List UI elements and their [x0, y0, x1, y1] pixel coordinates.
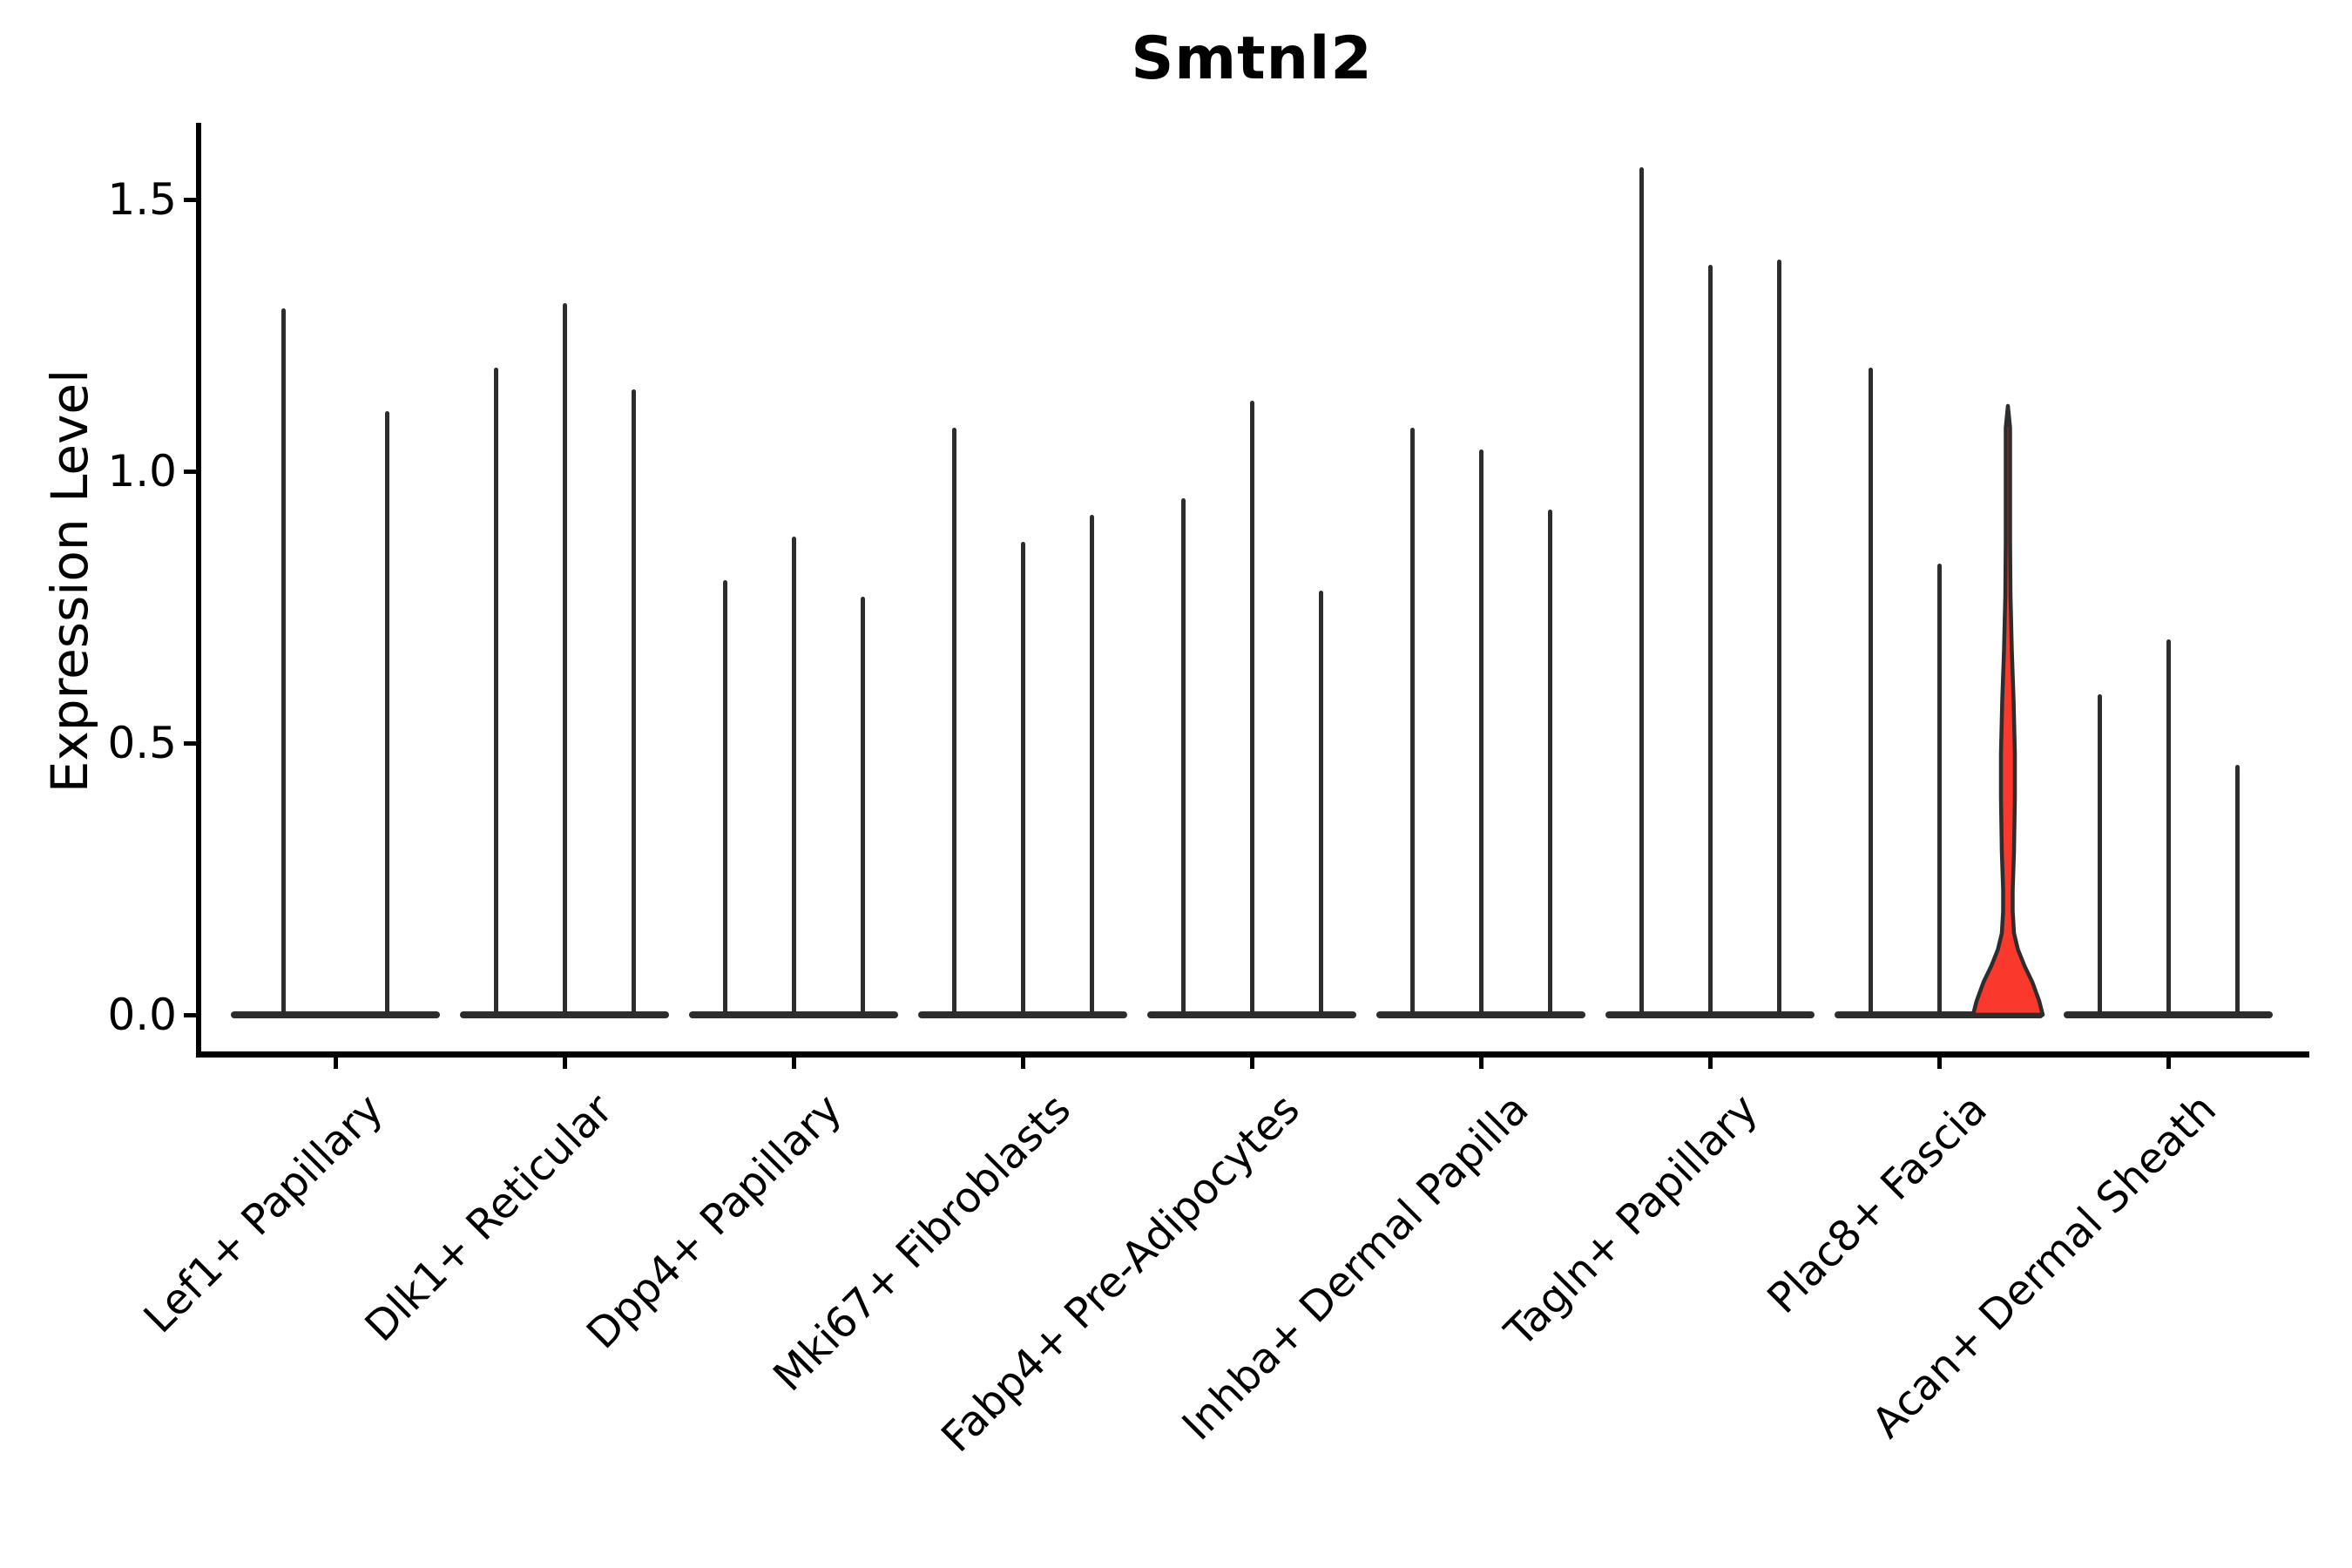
violin-base: [1605, 1011, 1815, 1018]
violin-spike: [1868, 368, 1873, 1013]
x-tick-label: Dlk1+ Reticular: [355, 1085, 622, 1351]
x-axis-spine: [196, 1051, 2309, 1058]
x-tick: [333, 1055, 338, 1069]
violin-base: [1835, 1011, 2044, 1018]
x-tick: [562, 1055, 567, 1069]
violin-base: [1376, 1011, 1585, 1018]
violin-spike: [2234, 764, 2240, 1013]
violin-spike: [1547, 509, 1552, 1013]
x-tick-label: Tagln+ Papillary: [1496, 1085, 1767, 1356]
x-tick-label: Dpp4+ Papillary: [577, 1085, 851, 1359]
y-tick: [184, 740, 196, 746]
violin-spike: [1776, 259, 1781, 1013]
x-tick: [1020, 1055, 1025, 1069]
violin-spike: [1409, 428, 1415, 1013]
violin-spike: [1707, 264, 1713, 1013]
violin-spike: [1089, 514, 1094, 1013]
violin-spike: [951, 428, 956, 1013]
x-tick: [1707, 1055, 1713, 1069]
x-tick: [1249, 1055, 1254, 1069]
violin-spike: [1020, 542, 1025, 1013]
violin-base: [689, 1011, 898, 1018]
y-tick-label: 0.0: [107, 990, 177, 1040]
violin-spike: [1249, 400, 1254, 1013]
violin-spike: [860, 596, 865, 1013]
violin-spike: [2166, 639, 2171, 1013]
x-tick: [1478, 1055, 1484, 1069]
violin-spike: [493, 368, 498, 1013]
violin-spike: [385, 411, 389, 1013]
violin-spike: [2097, 693, 2102, 1013]
violin-spike: [562, 302, 567, 1013]
y-tick-label: 1.0: [107, 446, 177, 497]
violin-base: [460, 1011, 669, 1018]
x-tick: [2166, 1055, 2171, 1069]
violin-spike: [1936, 564, 1942, 1013]
violin-base: [918, 1011, 1127, 1018]
y-axis-spine: [196, 123, 201, 1058]
violin-base: [231, 1011, 440, 1018]
violin-spike: [791, 536, 796, 1013]
y-tick-label: 1.5: [107, 174, 177, 225]
x-tick-label: Plac8+ Fascia: [1758, 1085, 1997, 1323]
y-tick-label: 0.5: [107, 718, 177, 768]
violin-spike: [722, 579, 727, 1013]
violin-spike: [281, 308, 286, 1013]
y-tick: [184, 197, 196, 202]
x-tick-label: Lef1+ Papillary: [134, 1085, 393, 1343]
violin-spike: [1478, 449, 1484, 1013]
violin-highlighted: [1970, 403, 2045, 1017]
x-tick: [1936, 1055, 1942, 1069]
y-tick: [184, 469, 196, 474]
plot-title: Smtnl2: [1131, 24, 1373, 93]
violin-spike: [631, 389, 636, 1013]
violin-base: [1147, 1011, 1356, 1018]
violin-spike: [1639, 166, 1644, 1013]
x-tick: [791, 1055, 796, 1069]
violin-spike: [1318, 591, 1323, 1013]
violin-base: [2064, 1011, 2273, 1018]
violin-spike: [1180, 498, 1186, 1013]
y-tick: [184, 1012, 196, 1017]
